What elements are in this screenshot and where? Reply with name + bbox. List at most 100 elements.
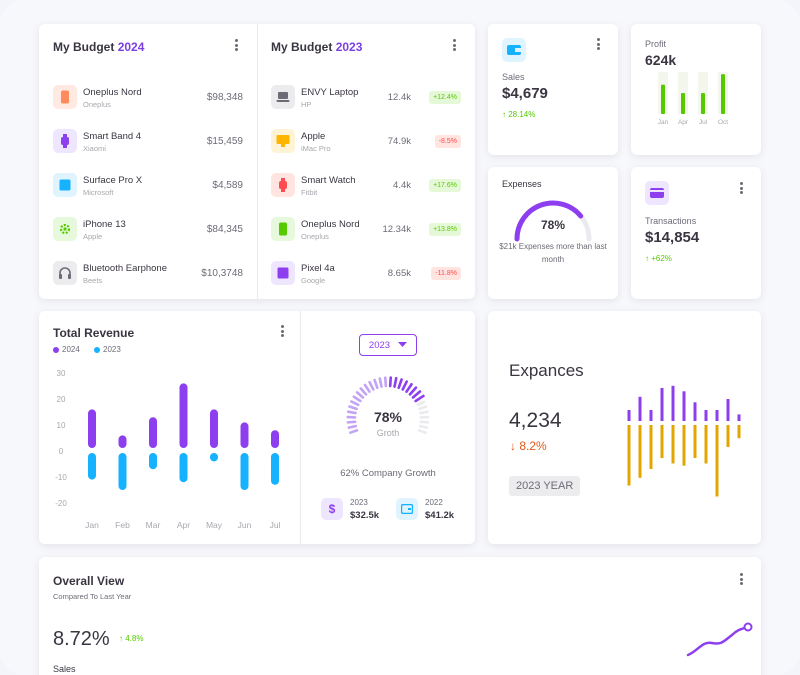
- item-brand: Microsoft: [83, 188, 114, 197]
- profit-label: Profit: [645, 39, 667, 49]
- expances-bar-up: [638, 396, 642, 421]
- item-value: 4.4k: [393, 180, 411, 191]
- overall-trend-point: [743, 622, 753, 632]
- growth-gauge-segment: [355, 391, 365, 399]
- item-name: Oneplus Nord: [83, 87, 142, 98]
- growth-gauge-segment: [349, 428, 359, 434]
- sales-label: Sales: [502, 72, 525, 82]
- growth-gauge-segment: [408, 386, 418, 396]
- item-brand: Apple: [83, 232, 103, 241]
- item-name: Smart Watch: [301, 175, 356, 186]
- expances-chart: [627, 385, 741, 497]
- profit-bar: [701, 93, 705, 114]
- expances-bar-down: [682, 425, 686, 466]
- overall-card: Overall View Compared To Last Year 8.72%…: [39, 557, 761, 675]
- overall-trend-line: [686, 625, 750, 657]
- expances-bar-down: [671, 425, 675, 464]
- revenue-bar-2024: [149, 417, 157, 448]
- growth-gauge-segment: [397, 378, 403, 390]
- expenses-gauge: [514, 200, 592, 242]
- sales-icon: [502, 38, 526, 62]
- revenue-x-tick: May: [206, 520, 223, 530]
- growth-gauge-segment: [393, 376, 398, 388]
- expenses-percent: 78%: [540, 218, 566, 232]
- revenue-bar-2024: [271, 430, 279, 448]
- headphones-icon: [53, 261, 77, 285]
- growth-stat-value: $41.2k: [425, 510, 455, 521]
- laptop-icon: [271, 85, 295, 109]
- profit-bar: [681, 93, 685, 114]
- revenue-y-tick: 30: [57, 369, 66, 378]
- revenue-bar-2023: [210, 453, 218, 462]
- budget-item[interactable]: ENVY Laptop HP 12.4k +12.4%: [271, 85, 461, 113]
- sales-menu-icon[interactable]: [596, 38, 600, 50]
- growth-gauge-segment: [419, 410, 429, 415]
- profit-card: Profit 624k Jan Apr Jul Oct: [631, 24, 761, 155]
- revenue-menu-icon[interactable]: [280, 325, 284, 337]
- expances-bar-down: [660, 425, 664, 458]
- expances-bar-down: [737, 425, 741, 439]
- transactions-icon: [645, 181, 669, 205]
- expenses-label: Expenses: [502, 179, 542, 189]
- item-amount: $84,345: [206, 224, 243, 235]
- budget-item[interactable]: Oneplus Nord Oneplus $98,348: [53, 85, 243, 113]
- revenue-bar-2023: [271, 453, 279, 485]
- profit-chart: Jan Apr Jul Oct: [658, 72, 728, 126]
- tablet-icon: [271, 261, 295, 285]
- item-change-badge: +13.8%: [429, 223, 461, 236]
- expances-bar-up: [737, 414, 741, 421]
- profit-value: 624k: [645, 52, 677, 68]
- overall-change: ↑ 4.8%: [119, 634, 144, 643]
- legend-2023: 2023: [94, 345, 121, 354]
- budget-item[interactable]: Surface Pro X Microsoft $4,589: [53, 173, 243, 201]
- growth-gauge-segment: [352, 395, 362, 403]
- expances-bar-up: [682, 391, 686, 421]
- growth-gauge-segment: [348, 405, 358, 411]
- profit-tick-label: Oct: [718, 119, 728, 126]
- growth-gauge-segment: [388, 376, 393, 388]
- item-brand: Oneplus: [83, 100, 111, 109]
- item-name: Apple: [301, 131, 326, 142]
- growth-stat-year: 2023: [350, 498, 368, 507]
- budget-item[interactable]: Bluetooth Earphone Beets $10,3748: [53, 261, 243, 289]
- growth-gauge-segment: [373, 378, 379, 390]
- expances-change: ↓ 8.2%: [510, 439, 547, 453]
- budget-item[interactable]: Apple iMac Pro 74.9k -8.5%: [271, 129, 461, 157]
- budget-2023-menu-icon[interactable]: [452, 39, 456, 51]
- budget-2024-menu-icon[interactable]: [234, 39, 238, 51]
- revenue-y-tick: -10: [55, 473, 67, 482]
- expances-bar-down: [693, 425, 697, 458]
- revenue-x-tick: Apr: [177, 520, 190, 530]
- growth-stat-year: 2022: [425, 498, 443, 507]
- item-amount: $98,348: [206, 92, 243, 103]
- budget-item[interactable]: Smart Band 4 Xiaomi $15,459: [53, 129, 243, 157]
- item-name: iPhone 13: [83, 219, 126, 230]
- budget-item[interactable]: Pixel 4a Google 8.65k -11.8%: [271, 261, 461, 289]
- expances-bar-up: [660, 388, 664, 421]
- transactions-menu-icon[interactable]: [739, 182, 743, 194]
- expances-bar-up: [649, 410, 653, 421]
- revenue-bar-2023: [149, 453, 157, 470]
- budget-item[interactable]: Oneplus Nord Oneplus 12.34k +13.8%: [271, 217, 461, 245]
- expances-bar-down: [715, 425, 719, 497]
- item-value: 12.4k: [387, 92, 411, 103]
- expenses-card: Expenses 78% $21k Expenses more than las…: [488, 167, 618, 299]
- revenue-x-tick: Jun: [238, 520, 252, 530]
- watch-icon: [53, 129, 77, 153]
- overall-value: 8.72%: [53, 628, 110, 650]
- overall-menu-icon[interactable]: [739, 573, 743, 585]
- budget-item[interactable]: iPhone 13 Apple $84,345: [53, 217, 243, 245]
- item-name: Smart Band 4: [83, 131, 142, 142]
- growth-gauge-segment: [347, 424, 358, 429]
- revenue-bar-2024: [210, 409, 218, 448]
- growth-gauge-segment: [419, 420, 430, 424]
- item-amount: $10,3748: [201, 268, 243, 279]
- profit-tick-label: Apr: [678, 119, 689, 126]
- revenue-x-tick: Jan: [85, 520, 99, 530]
- item-brand: Google: [301, 276, 326, 285]
- sales-change: ↑ 28.14%: [502, 110, 536, 119]
- item-brand: iMac Pro: [301, 144, 331, 153]
- year-select[interactable]: 2023: [359, 334, 417, 356]
- growth-gauge-segment: [359, 387, 368, 396]
- budget-item[interactable]: Smart Watch Fitbit 4.4k +17.6%: [271, 173, 461, 201]
